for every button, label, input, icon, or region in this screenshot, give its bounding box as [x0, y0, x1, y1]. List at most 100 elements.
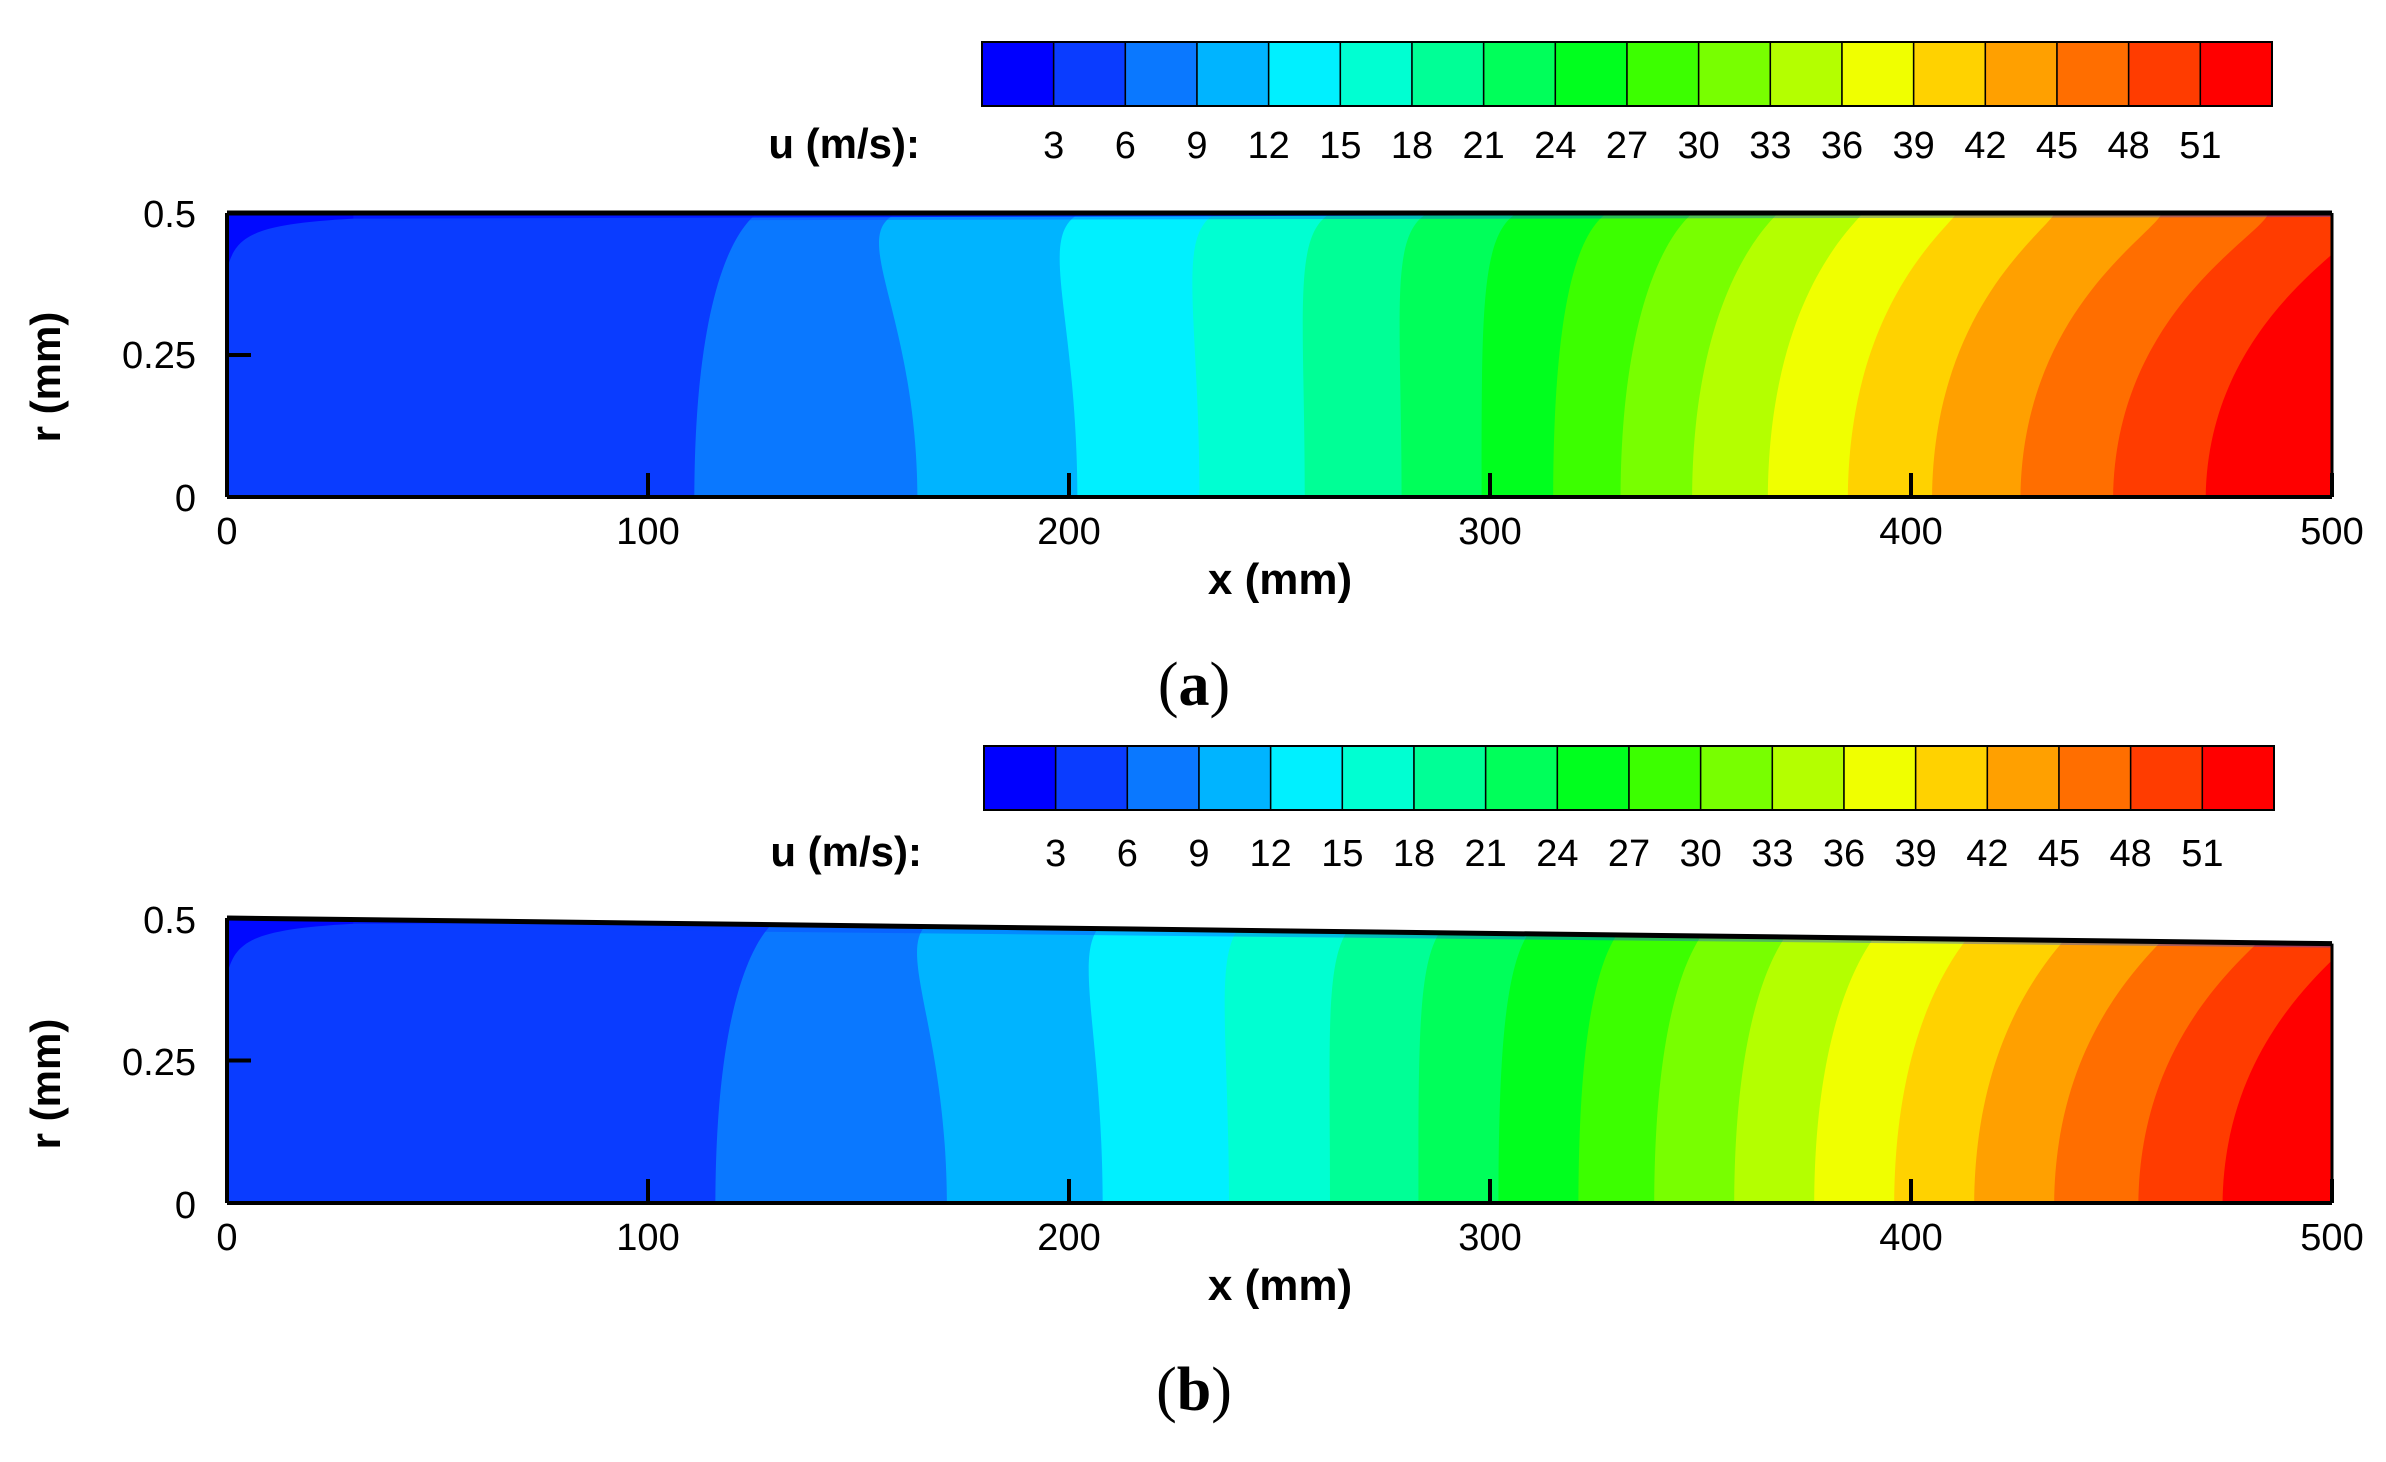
colorbar-label-b: u (m/s):: [770, 828, 922, 875]
colorbar-swatch: [2127, 41, 2202, 107]
panel-a: u (m/s): 3 6 9 12 15 18 21 24 27 30 33 36 39 42 45 48 51…: [22, 41, 2364, 719]
colorbar-swatch: [2058, 745, 2132, 811]
colorbar-swatch: [1482, 41, 1557, 107]
x-tick-label: 200: [1037, 1217, 1100, 1259]
colorbar-label-a: u (m/s):: [768, 120, 920, 167]
colorbar-tick-label: 45: [2038, 833, 2080, 875]
y-tick-label: 0: [175, 478, 196, 520]
x-tick-label: 0: [216, 511, 237, 553]
panel-label-a: (a): [1158, 651, 1230, 719]
colorbar-swatch: [1769, 41, 1843, 107]
colorbar-tick-label: 9: [1188, 833, 1209, 875]
colorbar-tick-label: 36: [1823, 833, 1865, 875]
colorbar-tick-label: 30: [1680, 833, 1722, 875]
colorbar-swatch: [1841, 41, 1915, 107]
x-tick-label: 300: [1458, 1217, 1521, 1259]
colorbar-swatch: [1484, 745, 1559, 811]
axes-a: [225, 210, 2334, 499]
colorbar-swatch: [983, 745, 1057, 811]
y-tick-label: 0: [175, 1185, 196, 1227]
x-axis-label-a: x (mm): [1208, 555, 1352, 604]
colorbar-tick-label: 51: [2181, 833, 2223, 875]
colorbar-tick-label: 12: [1248, 125, 1290, 167]
colorbar-swatch: [1413, 745, 1487, 811]
y-tick-label: 0.5: [143, 900, 196, 942]
colorbar-swatch: [1843, 745, 1917, 811]
colorbar-swatch: [981, 41, 1055, 107]
colorbar-tick-label: 3: [1045, 833, 1066, 875]
colorbar-swatch: [1196, 41, 1270, 107]
colorbar-swatch: [1554, 41, 1628, 107]
y-axis-label-b: r (mm): [22, 1019, 69, 1150]
y-tick-label: 0.5: [143, 194, 196, 236]
colorbar-tick-label: 15: [1319, 125, 1361, 167]
contour-plot-a: [227, 213, 2332, 497]
colorbar-tick-label: 18: [1391, 125, 1433, 167]
colorbar-swatch: [1697, 41, 1772, 107]
colorbar-tick-label: 36: [1821, 125, 1863, 167]
x-tick-label: 500: [2300, 1217, 2363, 1259]
colorbar-tick-label: 6: [1117, 833, 1138, 875]
y-tick-label: 0.25: [122, 335, 196, 377]
x-tick-label: 0: [216, 1217, 237, 1259]
panel-label-b: (b): [1156, 1356, 1232, 1424]
colorbar-swatch: [2056, 41, 2130, 107]
colorbar-swatch: [1267, 41, 1342, 107]
axes-b: [225, 915, 2334, 1205]
colorbar-swatch: [1269, 745, 1344, 811]
x-tick-label: 300: [1458, 511, 1521, 553]
colorbar-swatch: [2199, 41, 2273, 107]
colorbar-swatch: [1699, 745, 1774, 811]
colorbar-swatch: [1341, 745, 1415, 811]
colorbar-tick-label: 39: [1893, 125, 1935, 167]
colorbar-a: [981, 41, 2273, 107]
y-axis-label-a: r (mm): [22, 312, 69, 443]
colorbar-tick-label: 21: [1465, 833, 1507, 875]
colorbar-swatch: [1052, 41, 1127, 107]
x-tick-label: 500: [2300, 511, 2363, 553]
colorbar-swatch: [1626, 41, 1700, 107]
colorbar-tick-label: 33: [1749, 125, 1791, 167]
colorbar-tick-label: 6: [1115, 125, 1136, 167]
colorbar-swatch: [1986, 745, 2060, 811]
colorbar-swatch: [2129, 745, 2204, 811]
panel-b: u (m/s): 3 6 9 12 15 18 21 24 27 30 33 36 39 42 45 48 51…: [22, 745, 2364, 1424]
colorbar-tick-label: 33: [1751, 833, 1793, 875]
colorbar-tick-label: 21: [1463, 125, 1505, 167]
y-tick-label: 0.25: [122, 1042, 196, 1084]
colorbar-tick-label: 15: [1321, 833, 1363, 875]
colorbar-tick-label: 18: [1393, 833, 1435, 875]
x-tick-label: 200: [1037, 511, 1100, 553]
colorbar-ticks-b: 3 6 9 12 15 18 21 24 27 30 33 36 39 42 45 48 51: [1045, 833, 2223, 875]
x-tick-label: 400: [1879, 511, 1942, 553]
colorbar-tick-label: 27: [1606, 125, 1648, 167]
contour-plot-b: [227, 918, 2332, 1203]
colorbar-swatch: [1339, 41, 1413, 107]
colorbar-swatch: [2201, 745, 2275, 811]
colorbar-swatch: [1628, 745, 1702, 811]
colorbar-tick-label: 27: [1608, 833, 1650, 875]
colorbar-frame: [983, 745, 2275, 811]
colorbar-tick-label: 42: [1966, 833, 2008, 875]
colorbar-b: [983, 745, 2275, 811]
colorbar-frame: [981, 41, 2273, 107]
colorbar-tick-label: 42: [1964, 125, 2006, 167]
colorbar-tick-label: 51: [2179, 125, 2221, 167]
wall-line: [226, 915, 2333, 947]
x-tick-label: 100: [616, 1217, 679, 1259]
contour-bands: [227, 213, 2332, 497]
contour-band: [2205, 213, 2332, 497]
colorbar-swatch: [1771, 745, 1845, 811]
colorbar-swatch: [1411, 41, 1485, 107]
colorbar-swatch: [1556, 745, 1630, 811]
colorbar-swatch: [1984, 41, 2058, 107]
colorbar-tick-label: 24: [1534, 125, 1576, 167]
colorbar-swatch: [1198, 745, 1272, 811]
colorbar-ticks-a: 3 6 9 12 15 18 21 24 27 30 33 36 39 42 45 48 51: [1043, 125, 2221, 167]
colorbar-tick-label: 30: [1678, 125, 1720, 167]
x-tick-label: 100: [616, 511, 679, 553]
x-tick-label: 400: [1879, 1217, 1942, 1259]
colorbar-swatch: [1914, 745, 1989, 811]
colorbar-tick-label: 9: [1186, 125, 1207, 167]
